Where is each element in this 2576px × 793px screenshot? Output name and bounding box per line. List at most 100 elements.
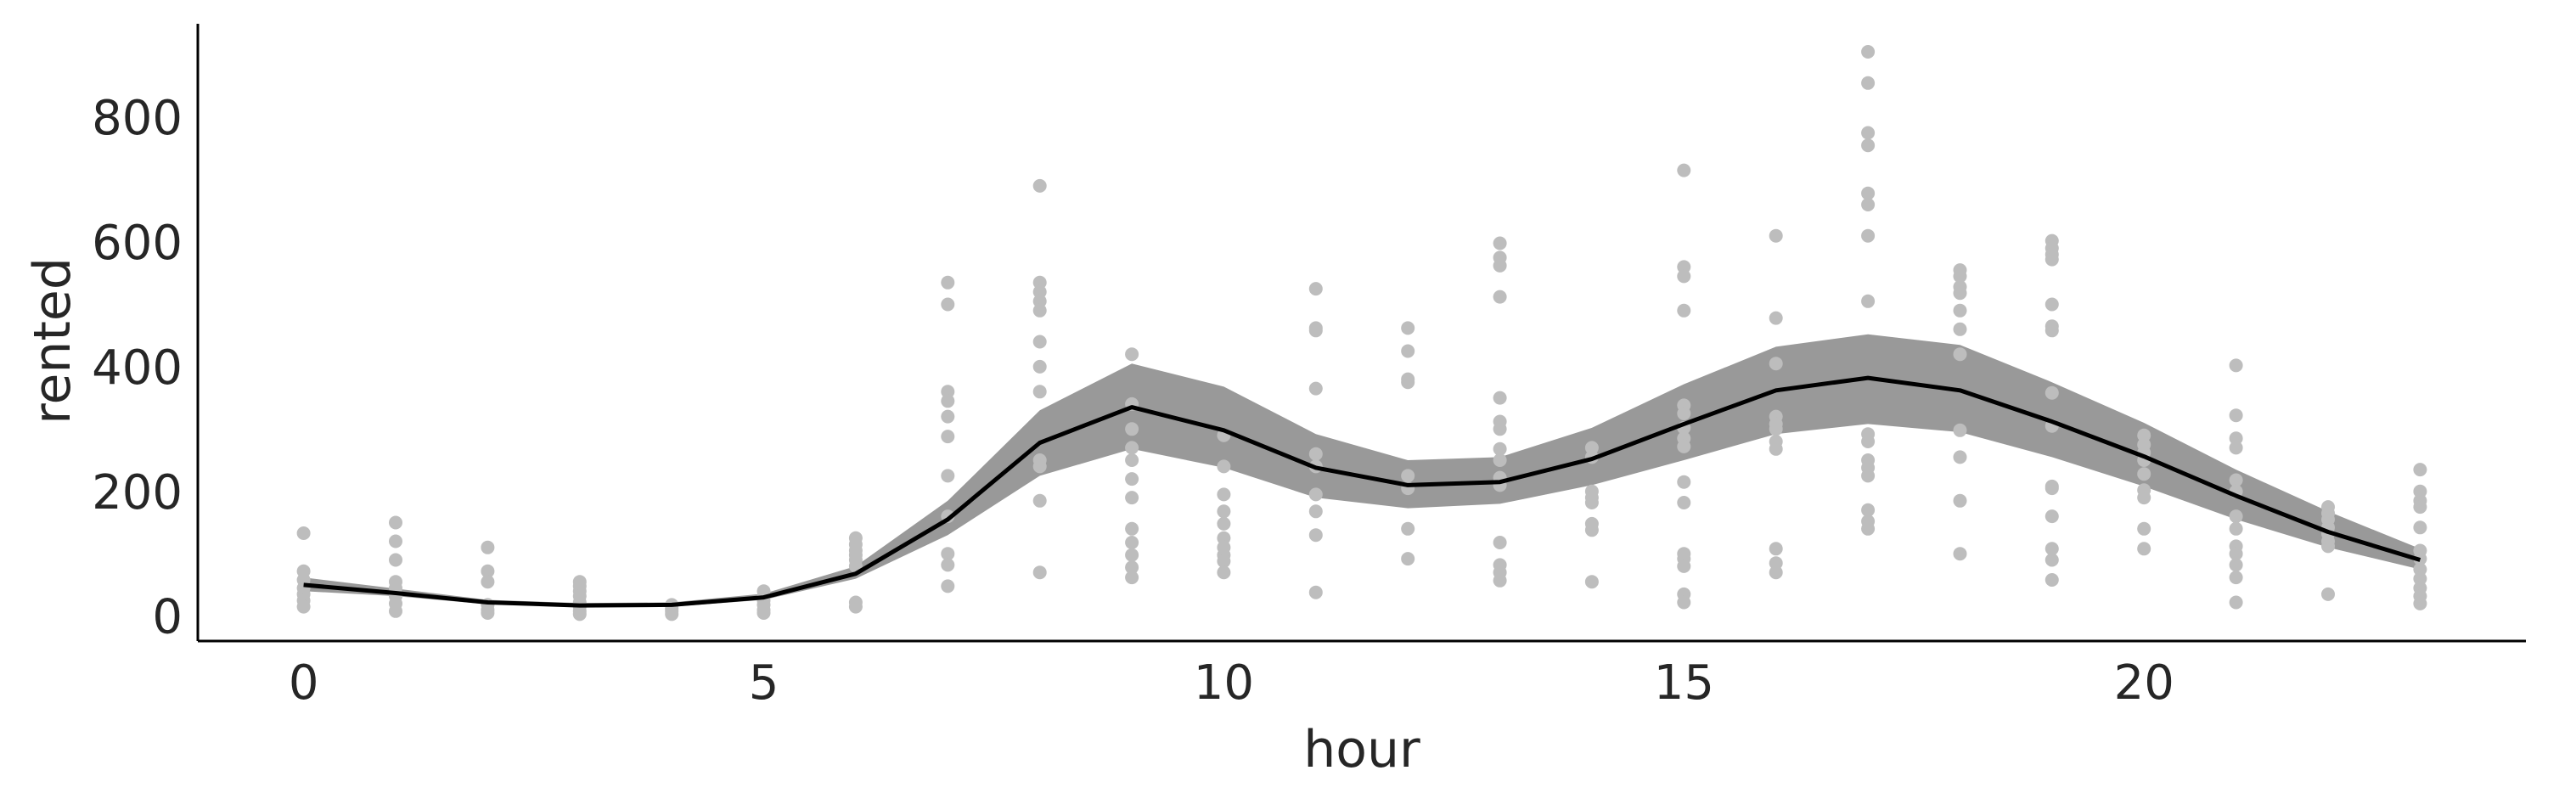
- data-point: [1953, 450, 1967, 464]
- data-point: [1677, 595, 1691, 610]
- data-point: [2229, 473, 2243, 487]
- data-point: [1032, 303, 1047, 318]
- credible-interval-band: [303, 334, 2421, 608]
- data-point: [1308, 487, 1323, 502]
- data-point: [2413, 562, 2427, 576]
- data-point: [389, 553, 402, 567]
- mean-line-layer: [303, 375, 2421, 608]
- data-point: [2137, 542, 2151, 556]
- data-point: [1584, 441, 1599, 455]
- data-point: [1125, 548, 1139, 562]
- data-point: [1217, 504, 1231, 519]
- data-point: [2413, 500, 2427, 515]
- data-point: [2229, 358, 2243, 373]
- data-point: [1861, 126, 1876, 140]
- data-point: [941, 275, 955, 290]
- y-tick-label: 800: [92, 91, 183, 146]
- data-point: [1217, 531, 1231, 545]
- data-point: [1861, 503, 1876, 517]
- data-point: [1032, 459, 1047, 474]
- data-point: [389, 534, 402, 548]
- data-point: [2321, 539, 2335, 554]
- data-point: [1217, 516, 1231, 531]
- data-point: [1769, 565, 1783, 580]
- data-point: [2137, 428, 2151, 442]
- data-point: [2229, 521, 2243, 536]
- data-point: [1953, 547, 1967, 561]
- data-point: [665, 607, 679, 621]
- data-point: [941, 297, 955, 312]
- data-point: [941, 558, 955, 572]
- data-point: [1493, 236, 1507, 250]
- x-tick-label: 15: [1654, 655, 1714, 711]
- data-point: [1032, 275, 1047, 290]
- data-point: [1953, 303, 1967, 318]
- data-point: [481, 564, 495, 578]
- data-point: [1677, 269, 1691, 284]
- data-point: [2044, 481, 2059, 496]
- data-point: [1861, 45, 1876, 59]
- data-point: [1493, 453, 1507, 467]
- data-point: [1769, 542, 1783, 556]
- y-tick-label: 0: [152, 590, 183, 645]
- x-tick-label: 10: [1194, 655, 1254, 711]
- data-point: [1861, 138, 1876, 153]
- data-point: [1401, 321, 1415, 335]
- data-point: [1584, 523, 1599, 537]
- data-point: [1861, 76, 1876, 90]
- data-point: [1125, 422, 1139, 436]
- axes: [196, 24, 2526, 643]
- data-point: [1401, 552, 1415, 566]
- credible-interval-band-layer: [303, 334, 2421, 608]
- data-point: [2044, 509, 2059, 524]
- data-point: [1861, 186, 1876, 200]
- data-point: [1584, 575, 1599, 589]
- x-tick-label: 20: [2114, 655, 2174, 711]
- data-point: [1125, 521, 1139, 536]
- data-point: [1125, 560, 1139, 575]
- data-point: [2044, 553, 2059, 567]
- data-point: [2229, 441, 2243, 455]
- data-point: [2321, 587, 2335, 601]
- data-point: [1769, 311, 1783, 325]
- data-point: [1861, 469, 1876, 483]
- y-tick-label: 400: [92, 340, 183, 396]
- data-point: [1953, 322, 1967, 336]
- data-point: [1032, 335, 1047, 349]
- data-point: [2137, 467, 2151, 481]
- data-point: [2044, 573, 2059, 587]
- y-tick-label: 200: [92, 465, 183, 520]
- data-point: [941, 469, 955, 483]
- data-point: [1125, 536, 1139, 549]
- data-point: [1677, 496, 1691, 509]
- data-point: [2229, 509, 2243, 524]
- data-point: [1769, 422, 1783, 436]
- data-point: [1953, 269, 1967, 284]
- data-point: [1401, 375, 1415, 390]
- data-point: [389, 604, 402, 618]
- x-tick-label: 0: [289, 655, 319, 711]
- data-point: [1125, 347, 1139, 362]
- data-point: [1677, 260, 1691, 274]
- data-point: [1769, 441, 1783, 456]
- data-point: [756, 606, 771, 620]
- data-point: [1308, 323, 1323, 338]
- data-point: [1677, 303, 1691, 318]
- data-point: [1032, 284, 1047, 299]
- data-point: [1861, 435, 1876, 448]
- data-point: [1769, 556, 1783, 571]
- data-point: [2413, 484, 2427, 498]
- data-point: [2229, 547, 2243, 561]
- data-point: [2229, 408, 2243, 423]
- data-point: [1032, 294, 1047, 308]
- data-point: [2413, 571, 2427, 586]
- x-axis-label: hour: [1303, 720, 1420, 779]
- data-point: [2229, 571, 2243, 585]
- data-point: [1308, 447, 1323, 461]
- data-point: [2413, 520, 2427, 535]
- data-point: [1677, 475, 1691, 489]
- data-point: [1308, 504, 1323, 519]
- data-point: [1125, 453, 1139, 467]
